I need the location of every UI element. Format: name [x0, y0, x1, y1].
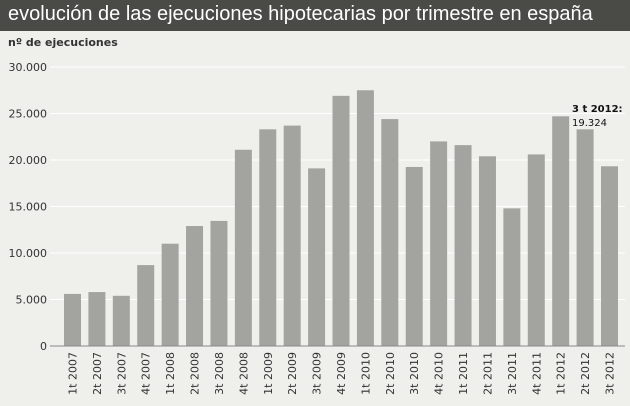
- x-tick-label: 2t 2010: [384, 352, 397, 395]
- bar: [356, 90, 374, 346]
- y-tick-label: 20.000: [9, 154, 48, 167]
- x-tick-label: 1t 2008: [164, 352, 177, 395]
- x-tick-label: 3t 2010: [408, 352, 421, 395]
- x-tick-label: 1t 2010: [359, 352, 372, 395]
- bar: [234, 149, 252, 346]
- bar: [64, 293, 81, 346]
- y-tick-label: 15.000: [9, 201, 48, 214]
- bar: [430, 141, 448, 346]
- x-tick-label: 1t 2009: [262, 352, 275, 395]
- y-tick-label: 25.000: [9, 108, 48, 121]
- y-tick-label: 30.000: [9, 61, 48, 74]
- bar: [503, 208, 521, 346]
- bar: [161, 243, 179, 346]
- x-tick-label: 4t 2010: [433, 352, 446, 395]
- x-tick-label: 2t 2009: [286, 352, 299, 395]
- bar: [308, 168, 326, 346]
- x-tick-label: 3t 2008: [213, 352, 226, 395]
- y-tick-label: 10.000: [9, 247, 48, 260]
- x-tick-label: 1t 2012: [555, 352, 568, 395]
- x-tick-label: 1t 2007: [67, 352, 80, 395]
- y-axis-label: nº de ejecuciones: [8, 36, 118, 49]
- x-tick-label: 2t 2012: [579, 352, 592, 395]
- bar: [283, 125, 301, 346]
- x-tick-label: 1t 2011: [457, 352, 470, 395]
- x-tick-label: 3t 2011: [506, 352, 519, 395]
- bar: [381, 119, 399, 346]
- bar: [210, 220, 228, 346]
- title-bar: evolución de las ejecuciones hipotecaria…: [0, 0, 630, 31]
- bar: [259, 129, 277, 346]
- x-tick-label: 2t 2008: [189, 352, 202, 395]
- bar: [186, 226, 204, 346]
- bar: [527, 154, 545, 346]
- chart-title: evolución de las ejecuciones hipotecaria…: [8, 3, 593, 25]
- x-tick-label: 4t 2009: [335, 352, 348, 395]
- bar: [88, 292, 106, 346]
- x-tick-label: 3t 2009: [311, 352, 324, 395]
- x-tick-label: 4t 2008: [237, 352, 250, 395]
- bar: [405, 166, 423, 346]
- bar: [454, 145, 472, 346]
- bar: [576, 129, 594, 346]
- x-tick-label: 2t 2007: [91, 352, 104, 395]
- bar: [478, 156, 496, 346]
- annotation-value: 19.324: [572, 118, 607, 129]
- bar: [332, 95, 350, 346]
- bar: [137, 265, 155, 346]
- x-tick-label: 4t 2011: [530, 352, 543, 395]
- annotation-label: 3 t 2012:: [572, 104, 623, 115]
- bar: [552, 116, 570, 346]
- bar: [601, 166, 618, 346]
- y-tick-label: 5.000: [16, 294, 48, 307]
- x-tick-label: 2t 2011: [481, 352, 494, 395]
- x-tick-label: 4t 2007: [140, 352, 153, 395]
- x-tick-label: 3t 2012: [604, 352, 617, 395]
- bar: [112, 295, 130, 346]
- x-tick-label: 3t 2007: [115, 352, 128, 395]
- y-tick-label: 0: [40, 340, 47, 353]
